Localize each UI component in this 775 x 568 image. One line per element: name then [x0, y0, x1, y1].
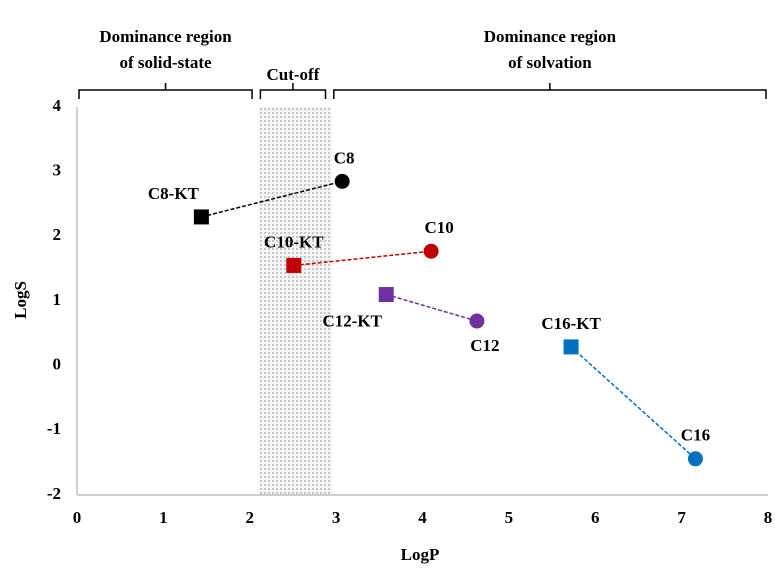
point-label: C12-KT — [322, 311, 382, 330]
x-tick-label: 3 — [332, 508, 341, 527]
connector-line — [570, 346, 696, 460]
x-axis-title: LogP — [401, 545, 440, 564]
marker-square — [378, 287, 394, 303]
connector-line — [293, 250, 432, 267]
point-label: C10-KT — [264, 232, 324, 251]
region-label: Dominance region — [484, 27, 617, 46]
point-label: C16-KT — [541, 314, 601, 333]
x-tick-label: 6 — [591, 508, 600, 527]
marker-square — [563, 339, 579, 355]
y-tick-label: -2 — [47, 484, 61, 503]
region-label: Cut-off — [266, 65, 319, 84]
connector-line — [386, 293, 478, 322]
x-tick-label: 8 — [764, 508, 773, 527]
marker-circle — [334, 173, 350, 189]
x-tick-label: 1 — [159, 508, 168, 527]
y-tick-label: 4 — [53, 96, 62, 115]
region-bracket — [333, 83, 767, 99]
marker-square — [286, 257, 302, 273]
x-tick-label: 0 — [73, 508, 82, 527]
marker-circle — [687, 451, 703, 467]
region-label: of solvation — [508, 53, 592, 72]
marker-circle — [469, 313, 485, 329]
point-label: C10 — [424, 218, 453, 237]
connector-line — [201, 180, 343, 218]
y-tick-label: 1 — [53, 290, 62, 309]
y-tick-label: -1 — [47, 419, 61, 438]
region-label: of solid-state — [119, 53, 212, 72]
y-axis-title: LogS — [11, 281, 30, 319]
region-bracket — [259, 83, 327, 99]
point-label: C8-KT — [148, 184, 200, 203]
marker-circle — [423, 243, 439, 259]
x-tick-label: 7 — [677, 508, 686, 527]
x-tick-label: 4 — [418, 508, 427, 527]
x-tick-label: 2 — [246, 508, 255, 527]
y-tick-label: 2 — [53, 225, 62, 244]
y-tick-label: 3 — [53, 161, 62, 180]
cutoff-region — [258, 107, 332, 495]
region-label: Dominance region — [99, 27, 232, 46]
marker-square — [193, 209, 209, 225]
point-label: C12 — [470, 336, 499, 355]
x-tick-label: 5 — [505, 508, 514, 527]
point-label: C8 — [334, 148, 355, 167]
point-label: C16 — [681, 426, 710, 445]
region-bracket — [78, 83, 253, 99]
y-tick-label: 0 — [53, 355, 62, 374]
